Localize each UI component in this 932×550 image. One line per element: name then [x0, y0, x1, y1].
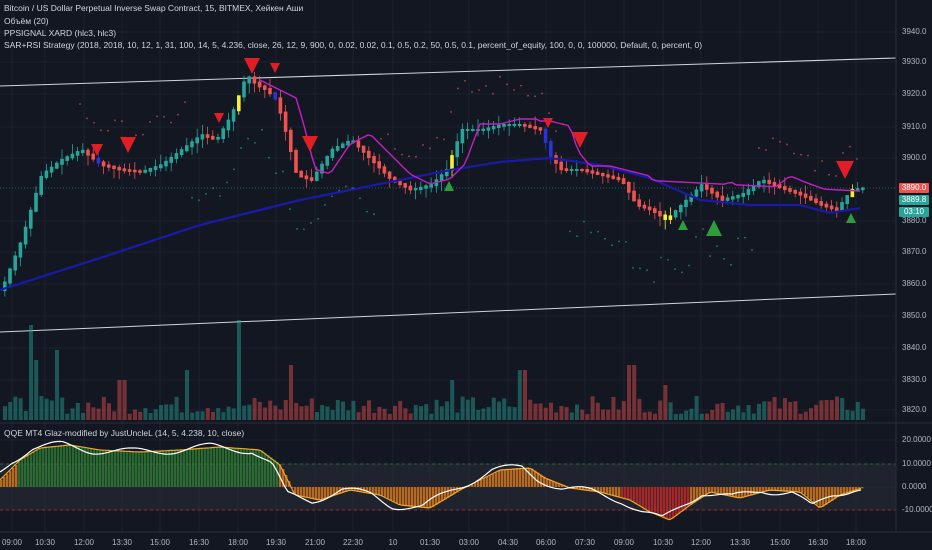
price-tick-label: 3940.0 — [902, 27, 927, 36]
chart-title-legend[interactable]: Bitcoin / US Dollar Perpetual Inverse Sw… — [4, 3, 304, 13]
price-tick-label: 3870.0 — [902, 247, 927, 256]
upper-trend-line[interactable] — [0, 57, 897, 87]
time-tick-label: 01:30 — [419, 538, 441, 547]
time-tick-label: 18:00 — [845, 538, 867, 547]
time-tick-label: 22:30 — [342, 538, 364, 547]
bar-countdown-tag: 03:10 — [899, 207, 929, 217]
time-tick-label: 09:00 — [613, 538, 635, 547]
time-tick-label: 03:00 — [458, 538, 480, 547]
qqe-tick-label: -10.0000 — [902, 505, 932, 514]
price-tick-label: 3850.0 — [902, 311, 927, 320]
price-tick-label: 3930.0 — [902, 57, 927, 66]
time-tick-label: 12:00 — [690, 538, 712, 547]
time-tick-label: 10:30 — [652, 538, 674, 547]
qqe-tick-label: 10.0000 — [902, 459, 931, 468]
time-tick-label: 13:30 — [729, 538, 751, 547]
price-tick-label: 3900.0 — [902, 153, 927, 162]
time-tick-label: 07:30 — [574, 538, 596, 547]
mid-price-tag: 3889.8 — [899, 195, 929, 205]
time-tick-label: 15:00 — [769, 538, 791, 547]
heikin-ashi-candles — [3, 71, 865, 297]
volume-legend[interactable]: Объём (20) — [4, 16, 49, 26]
strategy-legend[interactable]: SAR+RSI Strategy (2018, 2018, 10, 12, 1,… — [4, 40, 703, 50]
moving-averages — [0, 79, 861, 292]
ppsignal-legend[interactable]: PPSIGNAL XARD (hlc3, hlc3) — [4, 28, 117, 38]
time-tick-label: 06:00 — [535, 538, 557, 547]
last-price-tag: 3890.0 — [899, 183, 929, 193]
time-tick-label: 12:00 — [73, 538, 95, 547]
lower-trend-line[interactable] — [0, 293, 897, 333]
price-tick-label: 3830.0 — [902, 375, 927, 384]
price-tick-label: 3820.0 — [902, 405, 927, 414]
qqe-legend[interactable]: QQE MT4 Glaz-modified by JustUncleL (14,… — [4, 428, 245, 438]
price-tick-label: 3920.0 — [902, 89, 927, 98]
trend-lines — [0, 57, 897, 333]
time-tick-label: 09:00 — [1, 538, 23, 547]
time-tick-label: 19:30 — [265, 538, 287, 547]
time-tick-label: 13:30 — [111, 538, 133, 547]
price-tick-label: 3860.0 — [902, 279, 927, 288]
time-tick-label: 16:30 — [807, 538, 829, 547]
time-tick-label: 10 — [388, 538, 398, 547]
qqe-indicator-pane — [0, 440, 896, 521]
price-tick-label: 3910.0 — [902, 122, 927, 131]
time-tick-label: 16:30 — [188, 538, 210, 547]
qqe-tick-label: 20.0000 — [902, 435, 931, 444]
volume-bars — [3, 320, 865, 420]
price-tick-label: 3840.0 — [902, 343, 927, 352]
time-tick-label: 04:30 — [497, 538, 519, 547]
signal-markers — [91, 58, 856, 236]
qqe-tick-label: 0.0000 — [902, 482, 927, 491]
time-tick-label: 15:00 — [149, 538, 171, 547]
time-tick-label: 21:00 — [304, 538, 326, 547]
time-tick-label: 10:30 — [34, 538, 56, 547]
price-tick-label: 3880.0 — [902, 216, 927, 225]
time-tick-label: 18:00 — [227, 538, 249, 547]
parabolic-sar-dots — [79, 75, 858, 283]
